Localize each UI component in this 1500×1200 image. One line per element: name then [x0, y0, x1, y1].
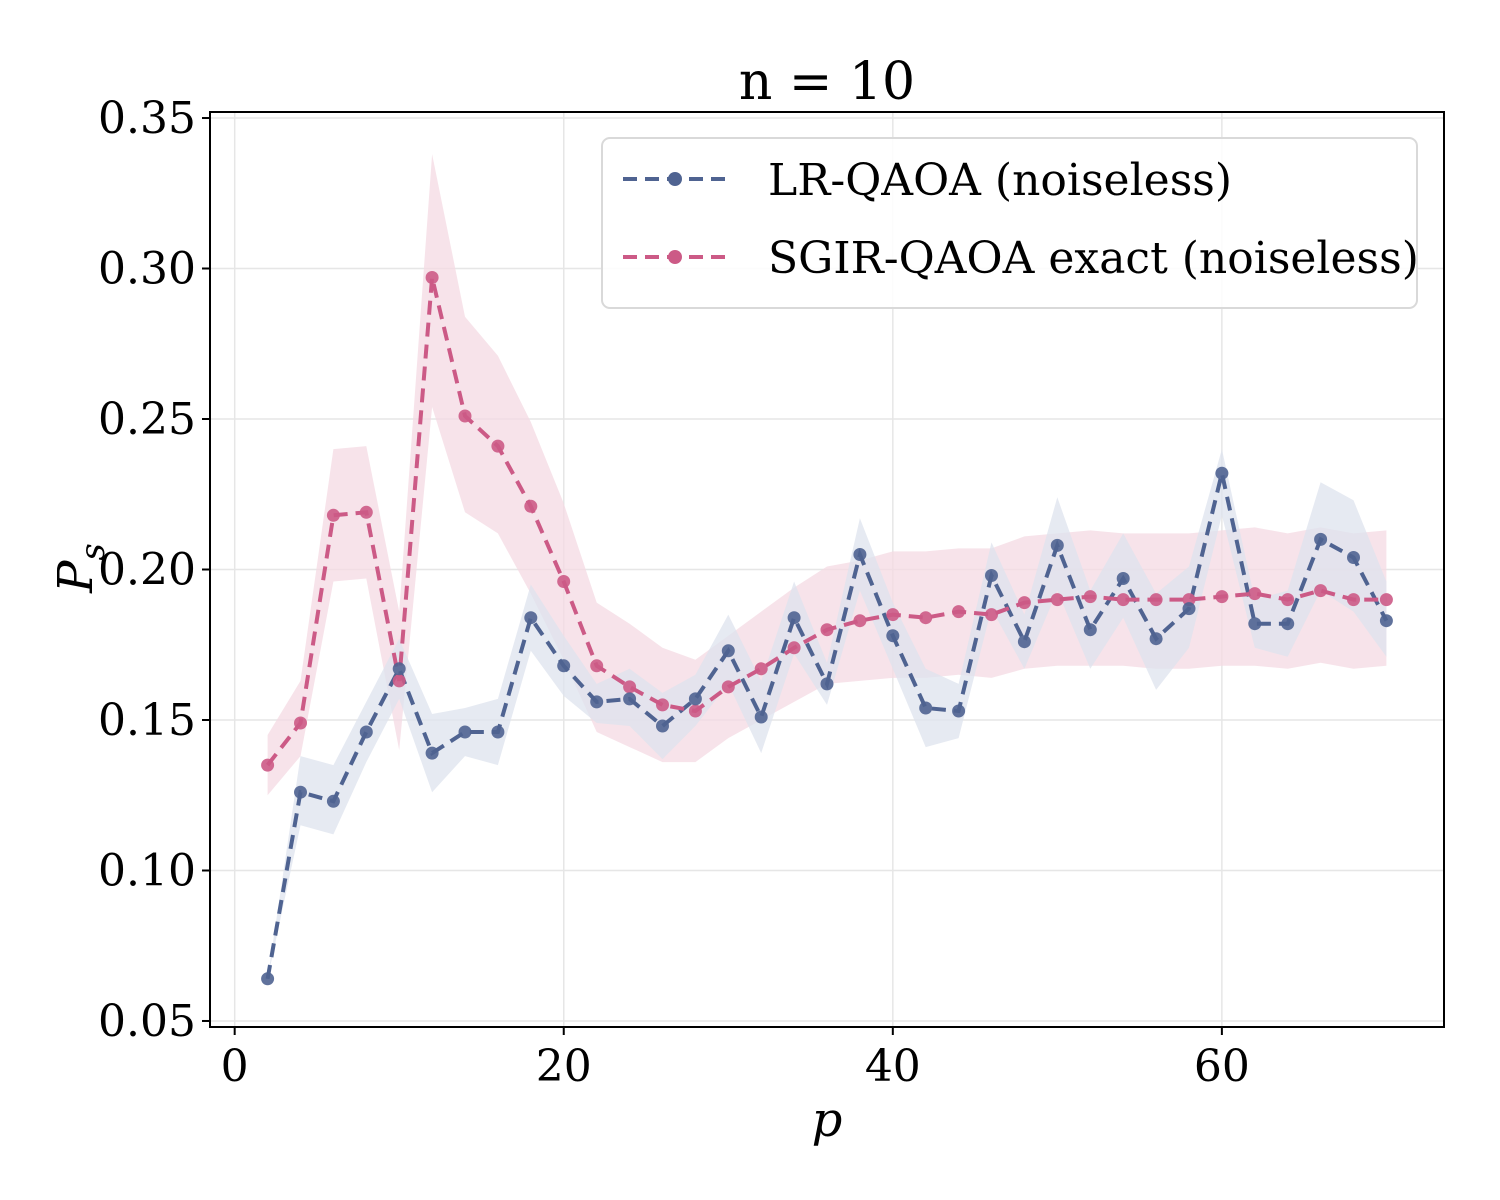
point-sgir-qaoa-exact-noiseless	[820, 623, 834, 637]
point-lr-qaoa-noiseless	[524, 611, 538, 625]
point-sgir-qaoa-exact-noiseless	[1379, 593, 1393, 607]
point-sgir-qaoa-exact-noiseless	[458, 409, 472, 423]
point-sgir-qaoa-exact-noiseless	[721, 680, 735, 694]
point-lr-qaoa-noiseless	[1215, 466, 1229, 480]
y-tick-label: 0.05	[98, 996, 196, 1047]
point-sgir-qaoa-exact-noiseless	[952, 605, 966, 619]
y-tick-label: 0.20	[98, 545, 196, 596]
point-lr-qaoa-noiseless	[721, 644, 735, 658]
legend-marker-sgir-qaoa	[668, 250, 682, 264]
point-sgir-qaoa-exact-noiseless	[491, 439, 505, 453]
y-tick-label: 0.10	[98, 845, 196, 896]
y-tick-label: 0.15	[98, 695, 196, 746]
point-lr-qaoa-noiseless	[1050, 538, 1064, 552]
point-lr-qaoa-noiseless	[1281, 617, 1295, 631]
point-lr-qaoa-noiseless	[688, 692, 702, 706]
point-sgir-qaoa-exact-noiseless	[1215, 590, 1229, 604]
point-sgir-qaoa-exact-noiseless	[985, 608, 998, 622]
point-sgir-qaoa-exact-noiseless	[1149, 593, 1163, 607]
point-lr-qaoa-noiseless	[557, 659, 571, 673]
legend-box	[601, 137, 1418, 309]
point-sgir-qaoa-exact-noiseless	[392, 674, 406, 688]
y-tick-label: 0.25	[98, 394, 196, 445]
x-tick-label: 60	[1194, 1041, 1250, 1092]
chart-title: n = 10	[739, 52, 915, 112]
point-sgir-qaoa-exact-noiseless	[688, 704, 702, 718]
x-axis-label: p	[812, 1092, 843, 1148]
point-sgir-qaoa-exact-noiseless	[754, 662, 768, 676]
band-lr-qaoa-noiseless	[267, 449, 1387, 979]
point-lr-qaoa-noiseless	[359, 725, 373, 739]
legend: LR-QAOA (noiseless) SGIR-QAOA exact (noi…	[601, 137, 1419, 309]
point-lr-qaoa-noiseless	[853, 548, 867, 561]
point-sgir-qaoa-exact-noiseless	[1050, 593, 1064, 607]
point-lr-qaoa-noiseless	[952, 704, 966, 718]
point-lr-qaoa-noiseless	[820, 677, 834, 691]
x-tick-label: 20	[536, 1041, 592, 1092]
series-points	[261, 271, 1393, 986]
y-tick-label: 0.30	[98, 244, 196, 295]
point-sgir-qaoa-exact-noiseless	[1347, 593, 1360, 607]
point-lr-qaoa-noiseless	[754, 710, 768, 724]
point-sgir-qaoa-exact-noiseless	[1116, 593, 1130, 607]
point-sgir-qaoa-exact-noiseless	[919, 611, 933, 625]
point-lr-qaoa-noiseless	[261, 972, 275, 986]
point-sgir-qaoa-exact-noiseless	[623, 680, 637, 694]
point-lr-qaoa-noiseless	[886, 629, 900, 643]
point-sgir-qaoa-exact-noiseless	[1314, 584, 1328, 598]
y-axis-label-main: P	[48, 560, 104, 594]
point-lr-qaoa-noiseless	[985, 569, 998, 582]
x-tick-label: 40	[865, 1041, 921, 1092]
point-sgir-qaoa-exact-noiseless	[557, 575, 571, 588]
point-lr-qaoa-noiseless	[590, 695, 604, 709]
point-lr-qaoa-noiseless	[1314, 532, 1328, 546]
point-sgir-qaoa-exact-noiseless	[590, 659, 604, 673]
point-lr-qaoa-noiseless	[919, 701, 933, 715]
y-axis-label: Ps	[48, 543, 113, 594]
point-lr-qaoa-noiseless	[1347, 551, 1360, 564]
point-lr-qaoa-noiseless	[392, 662, 406, 676]
point-lr-qaoa-noiseless	[326, 794, 340, 808]
point-lr-qaoa-noiseless	[1379, 614, 1393, 628]
point-sgir-qaoa-exact-noiseless	[656, 698, 669, 712]
point-sgir-qaoa-exact-noiseless	[787, 641, 801, 655]
point-lr-qaoa-noiseless	[458, 725, 472, 739]
point-sgir-qaoa-exact-noiseless	[1083, 590, 1097, 604]
y-axis-ticks: 0.05 0.10 0.15 0.20 0.25 0.30 0.35	[98, 93, 210, 1047]
point-sgir-qaoa-exact-noiseless	[524, 499, 538, 513]
point-sgir-qaoa-exact-noiseless	[1182, 593, 1196, 607]
point-sgir-qaoa-exact-noiseless	[886, 608, 900, 622]
y-tick-label: 0.35	[98, 93, 196, 144]
point-lr-qaoa-noiseless	[425, 746, 439, 760]
point-sgir-qaoa-exact-noiseless	[359, 505, 373, 519]
point-sgir-qaoa-exact-noiseless	[853, 614, 867, 628]
point-lr-qaoa-noiseless	[623, 692, 637, 706]
point-lr-qaoa-noiseless	[1083, 623, 1097, 637]
point-lr-qaoa-noiseless	[656, 719, 669, 733]
point-lr-qaoa-noiseless	[1116, 572, 1130, 585]
point-lr-qaoa-noiseless	[1182, 602, 1196, 616]
y-axis-label-subscript: s	[73, 543, 113, 560]
point-sgir-qaoa-exact-noiseless	[1281, 593, 1295, 607]
point-sgir-qaoa-exact-noiseless	[261, 758, 275, 772]
x-tick-label: 0	[221, 1041, 249, 1092]
point-lr-qaoa-noiseless	[1149, 632, 1163, 646]
point-sgir-qaoa-exact-noiseless	[425, 271, 439, 284]
point-sgir-qaoa-exact-noiseless	[326, 508, 340, 522]
point-lr-qaoa-noiseless	[1017, 635, 1031, 649]
confidence-bands	[267, 154, 1387, 979]
point-lr-qaoa-noiseless	[787, 611, 801, 625]
point-lr-qaoa-noiseless	[1248, 617, 1262, 631]
legend-label-sgir-qaoa: SGIR-QAOA exact (noiseless)	[768, 233, 1419, 284]
point-sgir-qaoa-exact-noiseless	[1248, 587, 1262, 601]
x-axis-ticks: 0 20 40 60	[221, 1027, 1250, 1092]
point-lr-qaoa-noiseless	[491, 725, 505, 739]
legend-label-lr-qaoa: LR-QAOA (noiseless)	[768, 155, 1232, 206]
point-lr-qaoa-noiseless	[294, 785, 307, 799]
point-sgir-qaoa-exact-noiseless	[294, 716, 307, 730]
legend-marker-lr-qaoa	[668, 172, 682, 186]
point-sgir-qaoa-exact-noiseless	[1017, 596, 1031, 610]
